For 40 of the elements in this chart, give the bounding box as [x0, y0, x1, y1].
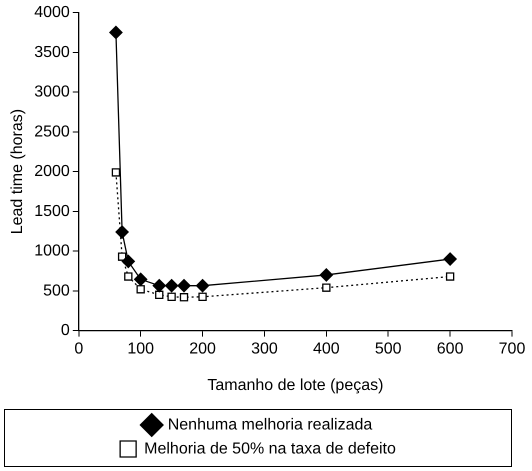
point	[164, 279, 178, 292]
y-tick-label: 2500	[34, 123, 70, 140]
x-tick-label: 600	[436, 340, 464, 358]
point	[152, 279, 166, 292]
point	[446, 272, 454, 281]
point	[198, 292, 207, 301]
point	[115, 225, 129, 239]
point	[124, 272, 132, 281]
y-tick-label: 3500	[34, 44, 70, 61]
legend-label: Melhoria de 50% na taxa de defeito	[144, 440, 396, 458]
point	[136, 285, 145, 294]
point	[196, 279, 210, 292]
point	[155, 290, 164, 300]
y-axis-title: Lead time (horas)	[9, 108, 26, 234]
point	[167, 292, 176, 301]
point	[443, 252, 457, 266]
y-tick-label: 500	[43, 282, 70, 300]
x-tick-label: 300	[251, 340, 278, 358]
y-tick-label: 4000	[34, 4, 70, 22]
point	[134, 272, 148, 286]
point	[109, 26, 123, 40]
x-tick-label: 100	[127, 340, 154, 358]
x-tick-label: 200	[189, 340, 216, 358]
point	[180, 293, 188, 302]
x-axis-title: Tamanho de lote (peças)	[207, 376, 384, 394]
point	[320, 268, 333, 282]
x-tick-label: 400	[312, 340, 340, 358]
y-tick-label: 1500	[34, 202, 70, 220]
y-tick-label: 3000	[34, 84, 70, 101]
point	[322, 283, 331, 292]
point	[112, 168, 120, 177]
legend-label: Nenhuma melhoria realizada	[168, 416, 372, 434]
x-tick-label: 700	[498, 340, 526, 358]
point	[177, 279, 191, 292]
point	[122, 254, 135, 268]
y-tick-label: 1000	[34, 242, 70, 260]
x-tick-label: 500	[374, 340, 402, 358]
y-tick-label: 0	[60, 322, 70, 340]
x-tick-label: 0	[74, 340, 84, 358]
y-tick-label: 2000	[34, 163, 70, 180]
